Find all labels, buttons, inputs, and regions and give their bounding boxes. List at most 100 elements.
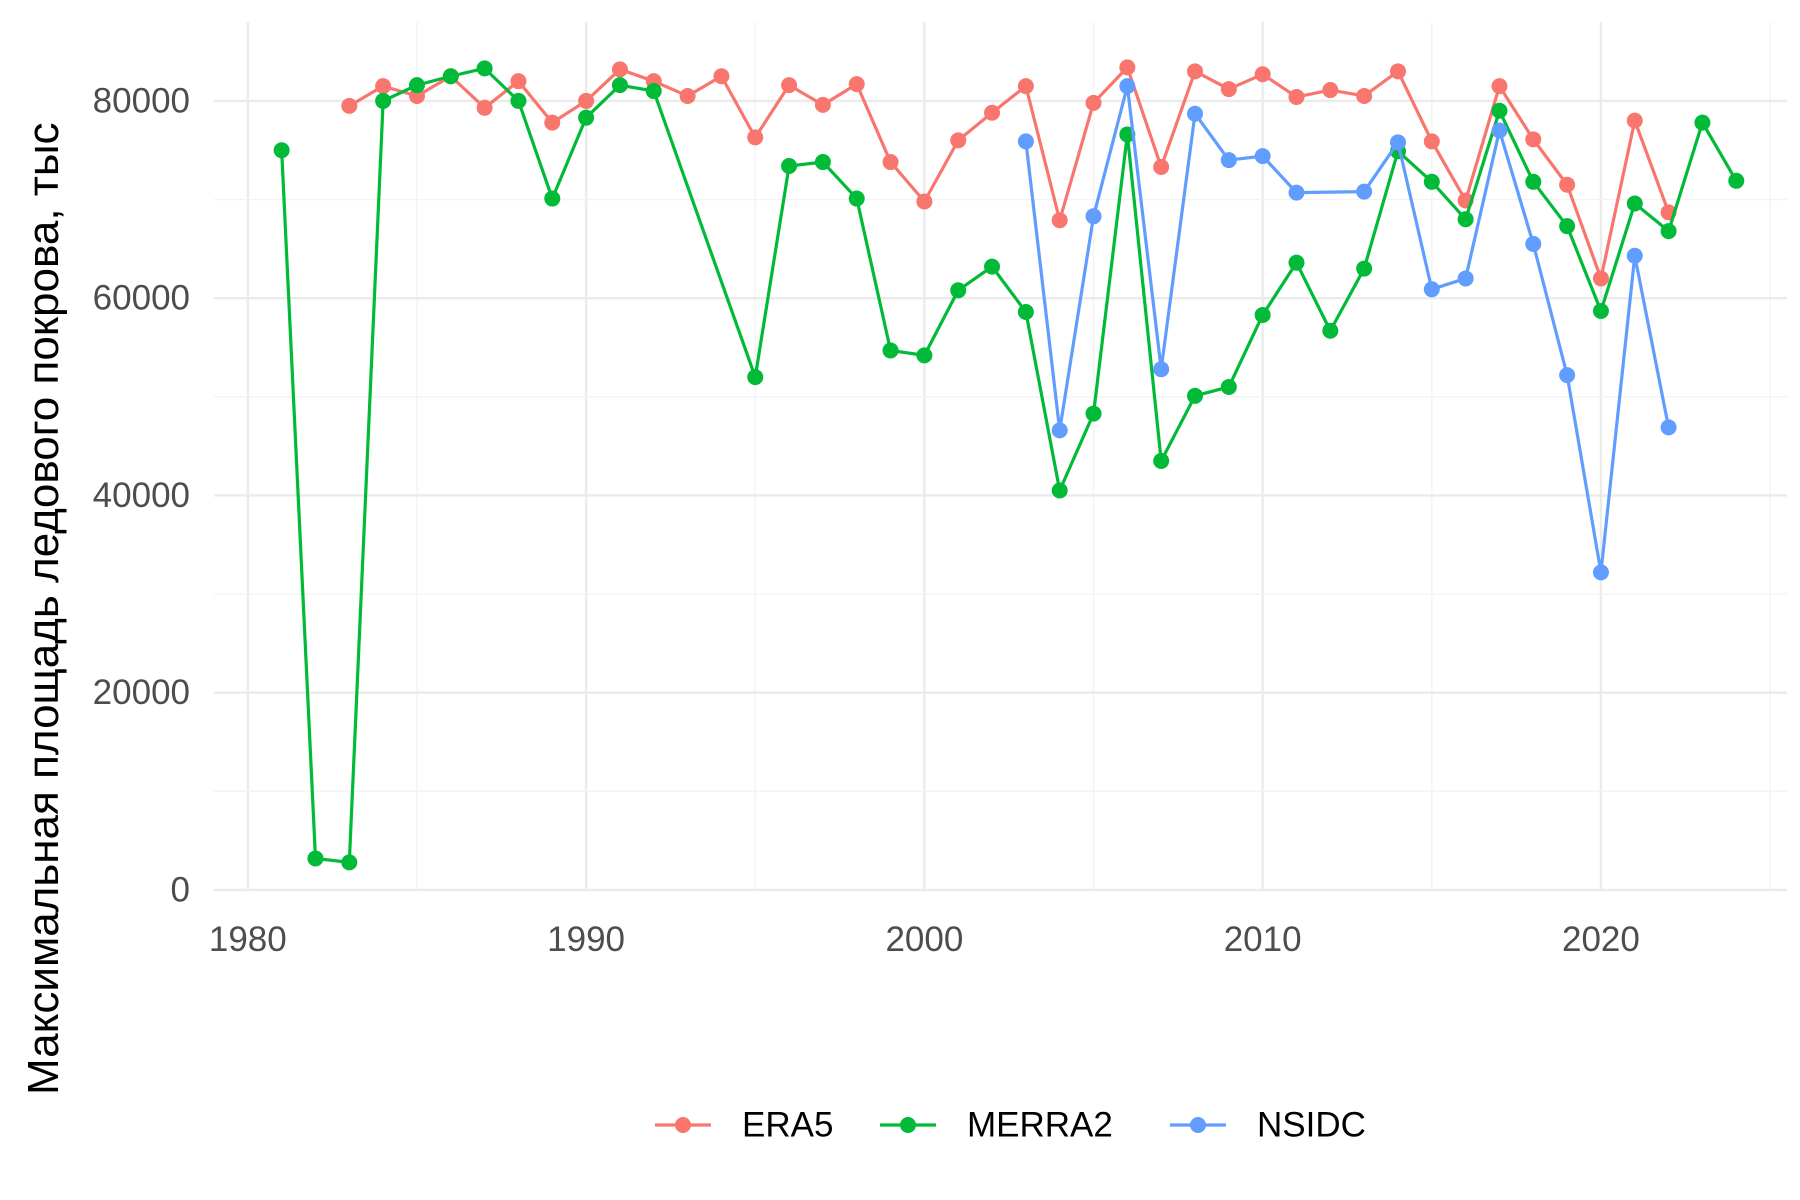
data-point [713, 68, 730, 85]
legend-item-era5: ERA5 [655, 1106, 833, 1145]
data-point [1017, 303, 1034, 320]
data-point [578, 92, 595, 109]
data-point [611, 61, 628, 78]
data-point [1626, 247, 1643, 264]
legend-key-point [1190, 1117, 1206, 1133]
data-point [1254, 306, 1271, 323]
legend-item-merra2: MERRA2 [880, 1106, 1113, 1145]
y-tick-label: 20000 [93, 673, 190, 712]
data-point [1254, 66, 1271, 83]
data-point [510, 73, 527, 90]
data-point [1457, 270, 1474, 287]
data-point [1017, 133, 1034, 150]
data-point [1220, 81, 1237, 98]
data-point [1525, 173, 1542, 190]
data-point [950, 132, 967, 149]
series-nsidc [1017, 78, 1677, 581]
data-point [1085, 405, 1102, 422]
data-point [1356, 183, 1373, 200]
data-point [1220, 378, 1237, 395]
data-point [1423, 133, 1440, 150]
data-point [1153, 159, 1170, 175]
data-point [1322, 82, 1339, 99]
data-point [848, 190, 865, 207]
data-point [916, 193, 933, 210]
data-point [747, 369, 764, 386]
data-point [1356, 87, 1373, 104]
data-point [1423, 173, 1440, 190]
data-point [408, 77, 425, 94]
y-tick-label: 60000 [93, 279, 190, 318]
series-line [1024, 84, 1671, 574]
data-point [1389, 63, 1406, 80]
data-point [916, 347, 933, 364]
data-point [1423, 281, 1440, 298]
legend: ERA5 MERRA2 NSIDC [655, 1106, 1366, 1145]
data-point [1187, 105, 1204, 122]
data-point [1525, 235, 1542, 252]
data-point [1085, 94, 1102, 111]
data-point [510, 92, 527, 109]
data-point [984, 258, 1001, 275]
data-point [1592, 270, 1609, 287]
data-point [476, 60, 493, 77]
data-point [1559, 218, 1576, 235]
data-point [882, 154, 899, 171]
legend-label: MERRA2 [967, 1106, 1113, 1145]
grid [214, 22, 1787, 892]
series-layer [273, 59, 1745, 871]
data-point [1187, 387, 1204, 404]
data-point [1288, 88, 1305, 105]
data-point [476, 99, 493, 116]
data-point [1592, 564, 1609, 581]
data-point [1220, 152, 1237, 169]
data-point [1153, 361, 1170, 378]
data-point [679, 87, 696, 104]
legend-label: ERA5 [742, 1106, 833, 1145]
data-point [1187, 63, 1204, 80]
data-point [1491, 102, 1508, 119]
y-tick-label: 80000 [93, 81, 190, 120]
data-point [1119, 78, 1136, 95]
series-era5 [341, 59, 1677, 287]
data-point [1051, 482, 1068, 499]
data-point [848, 76, 865, 93]
data-point [1085, 208, 1102, 225]
data-point [1119, 59, 1136, 76]
x-tick-label: 2000 [885, 920, 963, 959]
axes: 0 20000 40000 60000 80000 1980 1990 2000 2010 202… [19, 81, 1640, 1095]
data-point [1559, 176, 1576, 193]
data-point [273, 142, 290, 159]
data-point [1660, 223, 1677, 240]
y-tick-label: 40000 [93, 476, 190, 515]
data-point [1153, 452, 1170, 469]
legend-item-nsidc: NSIDC [1170, 1106, 1366, 1145]
data-point [544, 114, 561, 131]
data-point [1051, 212, 1068, 229]
data-point [375, 92, 392, 109]
data-point [1626, 195, 1643, 212]
data-point [1660, 419, 1677, 436]
data-point [611, 77, 628, 94]
data-point [1051, 422, 1068, 439]
y-axis-title: Максимальная площадь ледового покрова, т… [19, 122, 68, 1095]
data-point [1322, 322, 1339, 339]
data-point [781, 158, 798, 175]
data-point [814, 96, 831, 113]
data-point [1356, 260, 1373, 277]
data-point [1491, 122, 1508, 139]
data-point [578, 109, 595, 126]
data-point [1728, 172, 1745, 189]
data-point [307, 850, 324, 867]
data-point [1017, 78, 1034, 95]
data-point [747, 129, 764, 146]
data-point [341, 854, 358, 871]
data-point [1491, 78, 1508, 95]
data-point [1626, 112, 1643, 129]
series-line [347, 65, 1671, 281]
data-point [1559, 367, 1576, 384]
data-point [984, 104, 1001, 121]
data-point [882, 342, 899, 359]
data-point [645, 83, 662, 100]
